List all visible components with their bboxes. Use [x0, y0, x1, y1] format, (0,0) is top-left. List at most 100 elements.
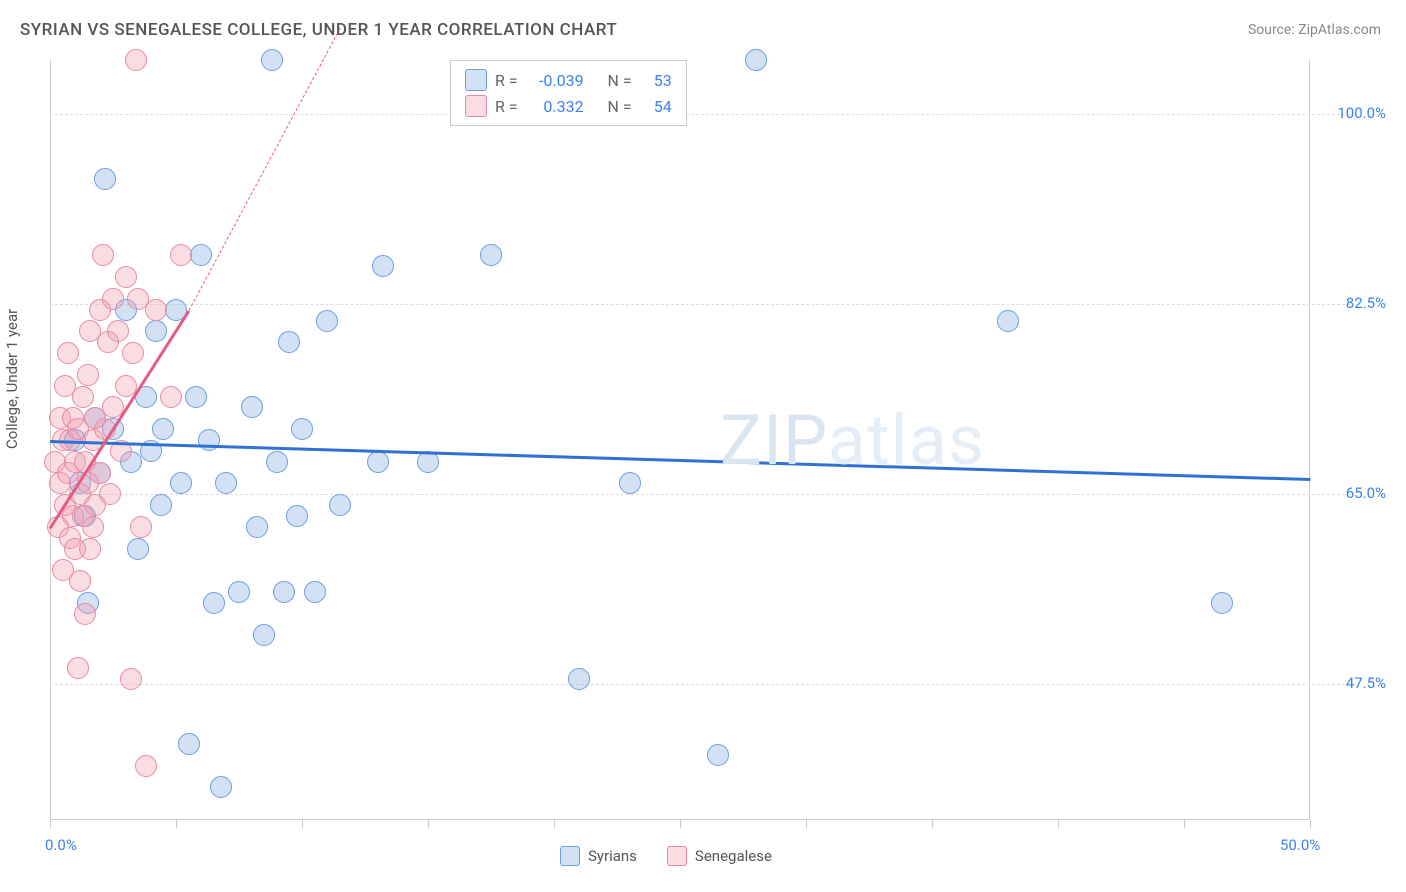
scatter-marker	[480, 244, 502, 266]
y-tick-label: 100.0%	[1326, 104, 1386, 122]
scatter-marker	[261, 49, 283, 71]
stat-r-label: R =	[495, 71, 518, 90]
scatter-marker	[99, 483, 121, 505]
x-tick	[1310, 820, 1311, 828]
scatter-marker	[74, 603, 96, 625]
scatter-marker	[79, 538, 101, 560]
stats-row: R = 0.332 N = 54	[465, 93, 672, 119]
scatter-marker	[997, 310, 1019, 332]
x-tick	[1058, 820, 1059, 828]
stats-legend-box: R =-0.039 N =53R =0.332 N =54	[450, 60, 687, 126]
x-tick	[50, 820, 51, 828]
scatter-marker	[185, 386, 207, 408]
stat-n-label: N =	[608, 71, 632, 90]
scatter-marker	[115, 266, 137, 288]
bottom-legend: Syrians Senegalese	[560, 846, 772, 866]
scatter-marker	[273, 581, 295, 603]
scatter-marker	[291, 418, 313, 440]
scatter-marker	[82, 516, 104, 538]
scatter-marker	[120, 668, 142, 690]
scatter-marker	[72, 386, 94, 408]
scatter-marker	[1211, 592, 1233, 614]
scatter-marker	[266, 451, 288, 473]
scatter-marker	[125, 49, 147, 71]
x-tick	[554, 820, 555, 828]
gridline	[50, 114, 1350, 115]
scatter-marker	[210, 776, 232, 798]
stats-row: R =-0.039 N =53	[465, 67, 672, 93]
stat-n-label: N =	[608, 97, 632, 116]
x-tick	[176, 820, 177, 828]
scatter-marker	[215, 472, 237, 494]
x-tick-label: 0.0%	[45, 836, 77, 854]
x-tick	[1184, 820, 1185, 828]
x-tick	[428, 820, 429, 828]
y-tick-label: 47.5%	[1326, 674, 1386, 692]
scatter-marker	[69, 570, 91, 592]
scatter-marker	[102, 288, 124, 310]
legend-swatch	[465, 69, 487, 91]
scatter-marker	[135, 755, 157, 777]
scatter-marker	[241, 396, 263, 418]
scatter-marker	[152, 418, 174, 440]
x-tick-label: 50.0%	[1280, 836, 1320, 854]
source-credit: Source: ZipAtlas.com	[1248, 22, 1381, 38]
scatter-marker	[178, 733, 200, 755]
legend-item: Syrians	[560, 846, 637, 866]
x-tick	[302, 820, 303, 828]
scatter-marker	[160, 386, 182, 408]
scatter-marker	[203, 592, 225, 614]
scatter-marker	[150, 494, 172, 516]
scatter-marker	[329, 494, 351, 516]
scatter-marker	[170, 472, 192, 494]
stat-n-value: 53	[640, 71, 672, 90]
legend-swatch	[560, 846, 580, 866]
scatter-marker	[304, 581, 326, 603]
scatter-marker	[745, 49, 767, 71]
chart-title: SYRIAN VS SENEGALESE COLLEGE, UNDER 1 YE…	[20, 20, 617, 40]
plot-area	[50, 60, 1310, 820]
stat-n-value: 54	[640, 97, 672, 116]
x-tick	[806, 820, 807, 828]
scatter-marker	[57, 342, 79, 364]
plot-right-border	[1309, 60, 1310, 820]
x-tick	[932, 820, 933, 828]
legend-swatch	[465, 95, 487, 117]
scatter-marker	[246, 516, 268, 538]
scatter-marker	[170, 244, 192, 266]
scatter-marker	[568, 668, 590, 690]
scatter-marker	[92, 244, 114, 266]
y-axis-label: College, Under 1 year	[3, 309, 21, 449]
gridline	[50, 304, 1350, 305]
y-tick-label: 82.5%	[1326, 294, 1386, 312]
legend-item: Senegalese	[667, 846, 772, 866]
gridline	[50, 684, 1350, 685]
scatter-marker	[94, 168, 116, 190]
scatter-marker	[253, 624, 275, 646]
scatter-marker	[190, 244, 212, 266]
scatter-marker	[67, 657, 89, 679]
scatter-marker	[145, 299, 167, 321]
scatter-marker	[316, 310, 338, 332]
scatter-marker	[707, 744, 729, 766]
scatter-marker	[367, 451, 389, 473]
gridline	[50, 494, 1350, 495]
scatter-marker	[122, 342, 144, 364]
stat-r-value: 0.332	[526, 97, 584, 116]
legend-label: Senegalese	[695, 847, 772, 865]
scatter-marker	[107, 320, 129, 342]
scatter-marker	[286, 505, 308, 527]
stat-r-label: R =	[495, 97, 518, 116]
scatter-marker	[619, 472, 641, 494]
scatter-marker	[372, 255, 394, 277]
legend-label: Syrians	[588, 847, 637, 865]
y-tick-label: 65.0%	[1326, 484, 1386, 502]
scatter-marker	[228, 581, 250, 603]
scatter-marker	[127, 538, 149, 560]
scatter-marker	[278, 331, 300, 353]
legend-swatch	[667, 846, 687, 866]
scatter-marker	[145, 320, 167, 342]
scatter-marker	[77, 364, 99, 386]
scatter-marker	[130, 516, 152, 538]
x-tick	[680, 820, 681, 828]
